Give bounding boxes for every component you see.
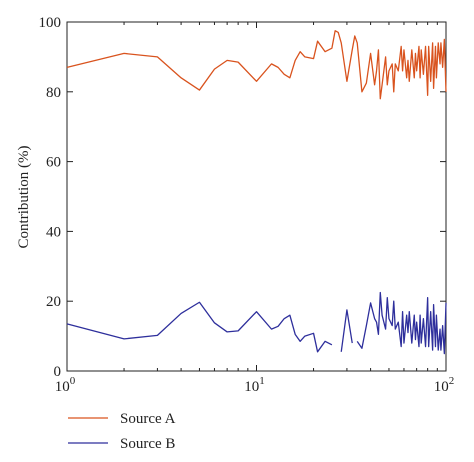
series-line xyxy=(356,291,447,355)
x-tick-exponent: 1 xyxy=(259,375,265,387)
x-tick-label: 101 xyxy=(244,375,265,395)
legend-label: Source B xyxy=(120,436,175,452)
x-tick-base: 10 xyxy=(244,379,259,395)
series-line xyxy=(340,309,353,352)
series-line xyxy=(66,301,333,353)
legend-item: Source A xyxy=(68,411,176,427)
series-line xyxy=(66,30,447,100)
legend-label: Source A xyxy=(120,411,176,427)
x-tick-exponent: 2 xyxy=(449,375,455,387)
series-source-a xyxy=(66,30,447,100)
y-tick-label: 20 xyxy=(46,294,61,310)
x-tick-base: 10 xyxy=(55,379,70,395)
y-tick-label: 100 xyxy=(39,15,62,31)
legend: Source A Source B xyxy=(68,411,176,452)
x-tick-base: 10 xyxy=(434,379,449,395)
y-tick-label: 80 xyxy=(46,85,61,101)
series-source-b xyxy=(66,291,447,355)
x-tick-label: 100 xyxy=(55,375,76,395)
x-tick-label: 102 xyxy=(434,375,455,395)
legend-item: Source B xyxy=(68,436,175,452)
x-tick-exponent: 0 xyxy=(70,375,76,387)
series-layer xyxy=(66,30,447,355)
y-tick-label: 40 xyxy=(46,224,61,240)
y-axis-label: Contribution (%) xyxy=(16,146,32,249)
y-tick-label: 60 xyxy=(46,155,61,171)
y-tick-label: 0 xyxy=(54,364,62,380)
